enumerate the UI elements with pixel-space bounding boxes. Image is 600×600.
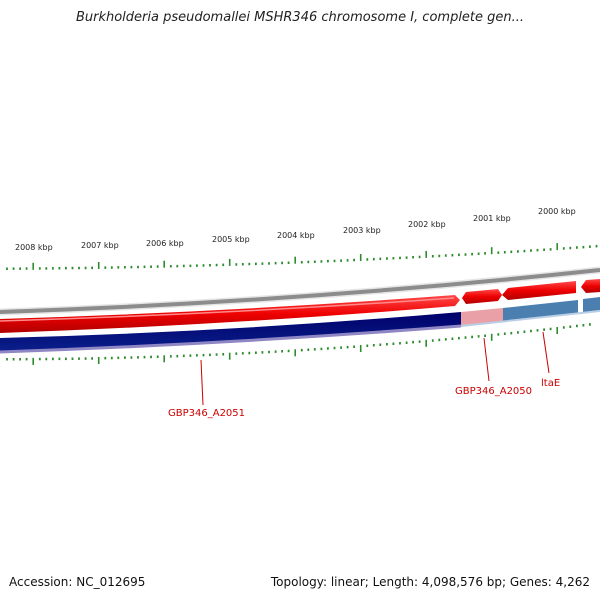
reverse-strand-gene-a2050[interactable]: [461, 308, 503, 325]
kbp-label-2004: 2004 kbp: [277, 231, 315, 240]
reverse-strand-gene-a2051[interactable]: [0, 312, 461, 351]
gene-label-a2050[interactable]: GBP346_A2050: [455, 386, 532, 397]
kbp-label-group: 2008 kbp 2007 kbp 2006 kbp 2005 kbp 2004…: [15, 207, 576, 252]
kbp-label-2006: 2006 kbp: [146, 239, 184, 248]
kbp-label-2008: 2008 kbp: [15, 243, 53, 252]
reverse-strand-highlight-edge: [460, 310, 600, 327]
reverse-strand-lower-edge: [0, 324, 462, 354]
reverse-strand-gene-ltae[interactable]: [503, 300, 578, 321]
kbp-label-2005: 2005 kbp: [212, 235, 250, 244]
gene-label-ltae[interactable]: ltaE: [541, 378, 560, 389]
kbp-label-2003: 2003 kbp: [343, 226, 381, 235]
genome-title: Burkholderia pseudomallei MSHR346 chromo…: [75, 10, 525, 25]
genome-summary-label: Topology: linear; Length: 4,098,576 bp; …: [270, 575, 590, 589]
kbp-label-2007: 2007 kbp: [81, 241, 119, 250]
leader-line-a2051: [200, 359, 204, 406]
accession-label: Accession: NC_012695: [9, 575, 146, 589]
kbp-label-2000: 2000 kbp: [538, 207, 576, 216]
forward-strand-gene-4[interactable]: [581, 279, 600, 293]
ruler-ticks-bottom: [6, 323, 591, 365]
forward-strand-shine: [0, 297, 455, 322]
leader-line-a2050: [483, 337, 490, 382]
kbp-label-2001: 2001 kbp: [473, 214, 511, 223]
forward-strand-gene-3[interactable]: [502, 281, 576, 300]
ruler-ticks-top: [6, 243, 598, 270]
reverse-strand-gene-next[interactable]: [583, 297, 600, 312]
forward-strand-gene-2[interactable]: [462, 289, 502, 304]
leader-line-ltae: [542, 331, 550, 374]
kbp-label-2002: 2002 kbp: [408, 220, 446, 229]
backbone-track-core: [0, 268, 600, 314]
gene-label-a2051[interactable]: GBP346_A2051: [168, 408, 245, 419]
